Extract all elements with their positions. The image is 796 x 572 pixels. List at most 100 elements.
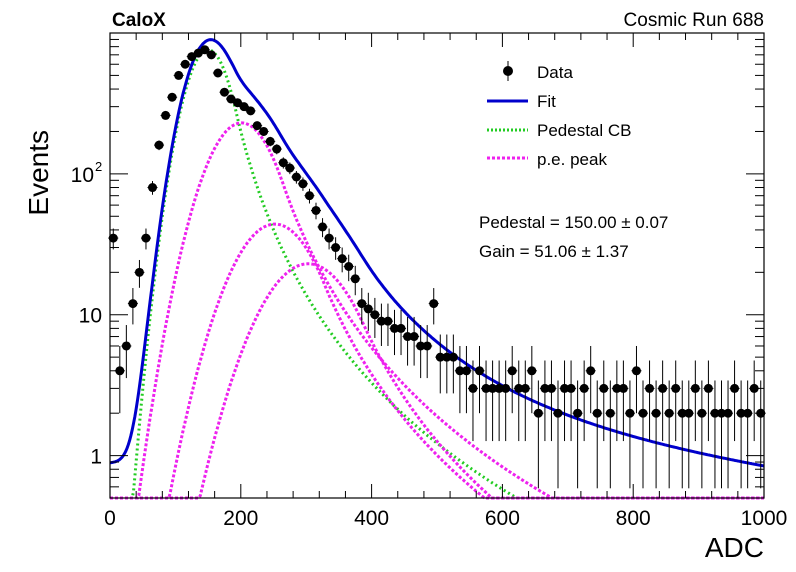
- data-point: [429, 299, 439, 309]
- data-point: [736, 408, 746, 418]
- data-point: [318, 222, 328, 232]
- data-point: [376, 316, 386, 326]
- x-tick-label: 0: [104, 507, 116, 530]
- data-point: [723, 408, 733, 418]
- data-point: [645, 383, 655, 393]
- data-point: [475, 366, 485, 376]
- data-point: [108, 233, 118, 243]
- legend: Data Fit Pedestal CB p.e. peak: [487, 61, 632, 169]
- data-point: [226, 94, 236, 104]
- data-point: [514, 383, 524, 393]
- data-point: [389, 323, 399, 333]
- data-point: [468, 383, 478, 393]
- data-point: [684, 408, 694, 418]
- data-point: [403, 332, 413, 342]
- data-point: [285, 163, 295, 173]
- data-point: [494, 383, 504, 393]
- data-point: [664, 408, 674, 418]
- data-point: [416, 341, 426, 351]
- data-point: [344, 261, 354, 271]
- data-point: [121, 341, 131, 351]
- pedestal-annotation: Pedestal = 150.00 ± 0.07: [479, 213, 668, 232]
- data-point: [167, 92, 177, 102]
- plot-frame: [109, 32, 765, 499]
- data-point: [573, 408, 583, 418]
- data-point: [304, 191, 314, 201]
- pe-peak-curve: [110, 262, 764, 500]
- data-point: [219, 87, 229, 97]
- data-point: [291, 172, 301, 182]
- data-point: [180, 59, 190, 69]
- data-point: [710, 408, 720, 418]
- x-tick-label: 1000: [741, 507, 788, 530]
- data-point: [651, 408, 661, 418]
- y-tick-label: 10: [79, 305, 102, 328]
- data-point: [337, 254, 347, 264]
- data-point: [311, 205, 321, 215]
- data-point: [409, 332, 419, 342]
- data-point: [625, 408, 635, 418]
- data-point: [749, 383, 759, 393]
- data-point: [448, 352, 458, 362]
- data-point: [507, 366, 517, 376]
- data-point: [730, 383, 740, 393]
- data-point: [599, 383, 609, 393]
- legend-pedestal-label: Pedestal CB: [537, 121, 632, 140]
- data-point: [592, 408, 602, 418]
- data-point: [252, 121, 262, 131]
- data-point: [658, 383, 668, 393]
- data-point: [324, 233, 334, 243]
- data-point: [141, 233, 151, 243]
- data-point: [546, 383, 556, 393]
- data-point: [200, 45, 210, 55]
- data-point: [115, 366, 125, 376]
- data-point: [206, 50, 216, 60]
- data-point: [272, 144, 282, 154]
- data-point: [618, 383, 628, 393]
- data-point: [239, 102, 249, 112]
- data-point: [370, 310, 380, 320]
- data-point: [612, 383, 622, 393]
- fit-curve: [109, 38, 765, 468]
- data-point: [690, 383, 700, 393]
- data-point: [697, 408, 707, 418]
- x-tick-label: 600: [485, 507, 520, 530]
- data-point: [161, 110, 171, 120]
- data-point: [383, 316, 393, 326]
- data-point: [134, 267, 144, 277]
- data-point: [174, 70, 184, 80]
- data-point: [703, 383, 713, 393]
- pe-peak-curve: [110, 222, 764, 500]
- data-point: [396, 323, 406, 333]
- y-tick-label: 10: [71, 164, 94, 187]
- data-point: [560, 383, 570, 393]
- y-tick-exponent: 2: [95, 159, 102, 174]
- data-point: [605, 408, 615, 418]
- plot-area: [108, 38, 766, 500]
- data-point: [579, 383, 589, 393]
- data-point: [435, 352, 445, 362]
- data-point: [481, 383, 491, 393]
- y-tick-label: 1: [90, 446, 102, 469]
- data-point: [743, 408, 753, 418]
- data-point: [128, 299, 138, 309]
- data-point: [566, 383, 576, 393]
- data-point: [716, 408, 726, 418]
- data-point: [671, 383, 681, 393]
- data-point: [298, 179, 308, 189]
- data-point: [350, 274, 360, 284]
- data-point: [553, 408, 563, 418]
- data-point: [233, 98, 243, 108]
- gain-annotation: Gain = 51.06 ± 1.37: [479, 242, 629, 261]
- legend-fit-label: Fit: [537, 92, 556, 111]
- data-point: [638, 408, 648, 418]
- data-point: [422, 341, 432, 351]
- data-point: [265, 136, 275, 146]
- legend-data-label: Data: [537, 63, 573, 82]
- x-tick-label: 200: [223, 507, 258, 530]
- data-point: [154, 140, 164, 150]
- data-point: [586, 366, 596, 376]
